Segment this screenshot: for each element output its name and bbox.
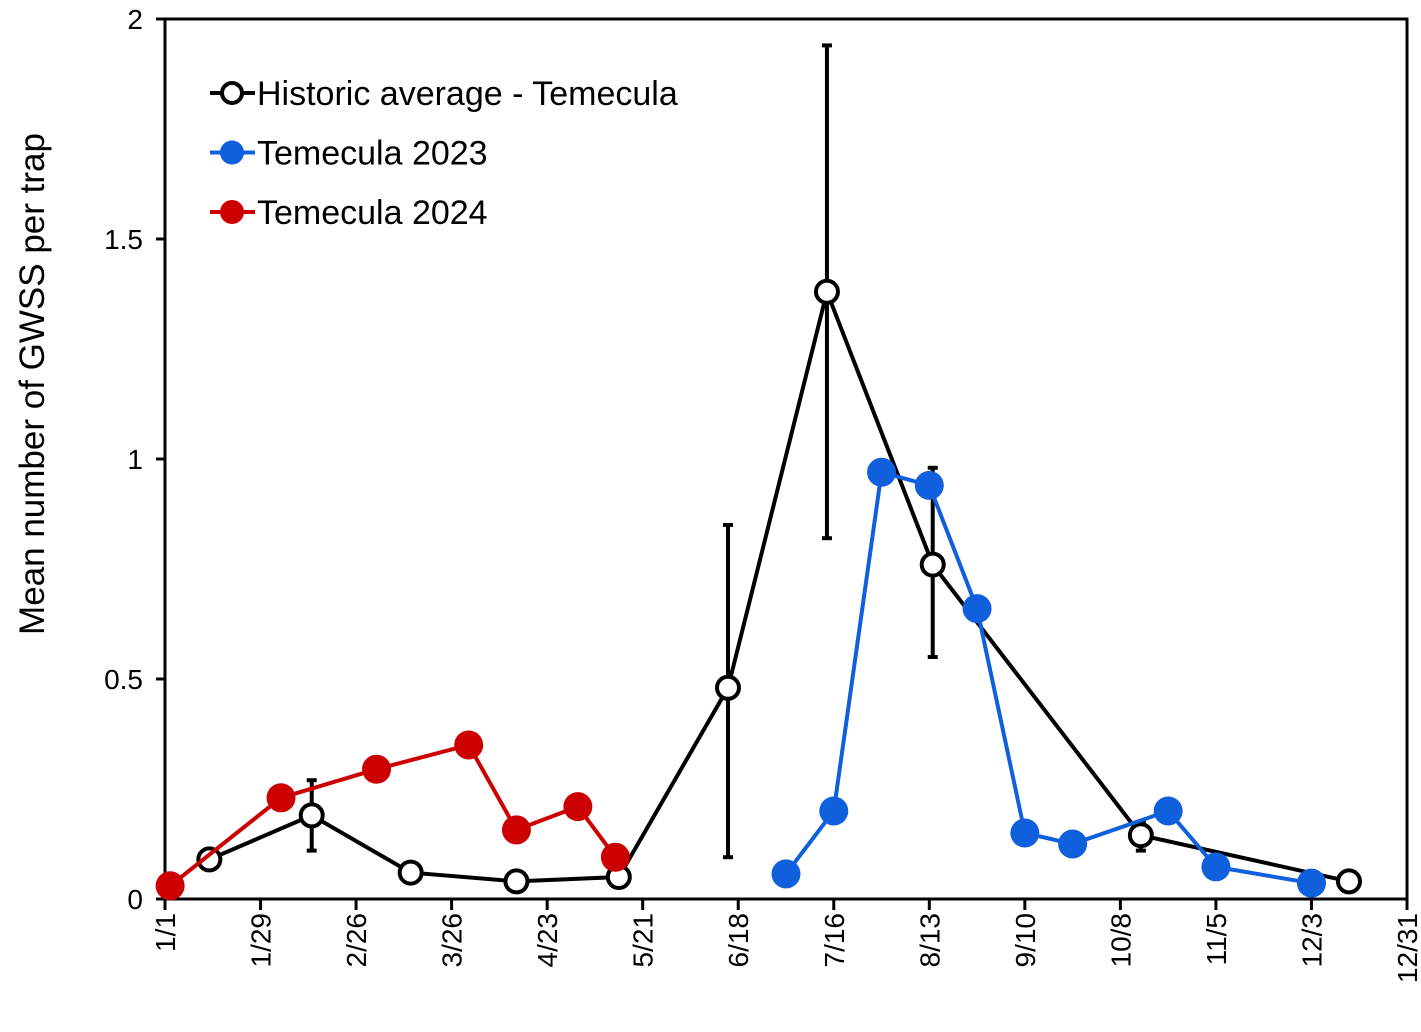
data-point [600, 842, 630, 872]
series-temecula-2023 [771, 457, 1326, 898]
x-tick-label: 2/26 [341, 913, 372, 968]
y-axis-label: Mean number of GWSS per trap [13, 133, 52, 635]
x-tick-label: 7/16 [819, 913, 850, 968]
data-point [155, 871, 185, 901]
data-point [919, 551, 946, 578]
y-tick-label: 0.5 [104, 664, 143, 695]
x-tick-label: 8/13 [914, 913, 945, 968]
x-tick-label: 10/8 [1105, 913, 1136, 968]
data-point [1127, 822, 1154, 849]
y-tick-label: 0 [127, 884, 143, 915]
x-tick-label: 4/23 [532, 913, 563, 968]
data-point [1335, 868, 1362, 895]
legend-marker [220, 81, 244, 105]
data-point [397, 859, 424, 886]
y-tick-label: 2 [127, 4, 143, 35]
data-point [563, 792, 593, 822]
legend-entry: Historic average - Temecula [210, 75, 678, 113]
legend-entry: Temecula 2023 [210, 135, 488, 173]
data-point [1153, 796, 1183, 826]
legend-label: Temecula 2023 [257, 135, 488, 173]
legend-marker [220, 140, 244, 165]
series-line [208, 285, 1350, 884]
data-point [962, 594, 992, 624]
legend-marker [220, 200, 244, 224]
data-point [1010, 818, 1040, 848]
data-point [813, 278, 840, 305]
series-marks [155, 43, 1362, 901]
series-temecula-2024 [155, 730, 630, 901]
data-point [771, 859, 801, 889]
data-point [503, 868, 530, 895]
x-tick-label: 3/26 [437, 913, 468, 968]
data-point [1201, 852, 1231, 882]
x-tick-label: 1/1 [150, 913, 181, 952]
legend: Historic average - Temecula Temecula 2023… [210, 75, 678, 232]
x-tick-label: 5/21 [628, 913, 659, 968]
y-tick-label: 1 [127, 444, 143, 475]
legend-label: Historic average - Temecula [257, 75, 678, 113]
x-tick-label: 9/10 [1010, 913, 1041, 968]
data-point [1296, 868, 1326, 898]
x-tick-label: 1/29 [246, 913, 277, 968]
legend-label: Temecula 2024 [257, 194, 488, 232]
x-tick-label: 11/5 [1201, 913, 1232, 965]
data-point [362, 754, 392, 784]
data-point [714, 674, 741, 701]
data-point [867, 457, 897, 487]
x-tick-label: 6/18 [723, 913, 754, 968]
series-line [784, 469, 1312, 886]
axes: 0 0.5 1 1.5 2 1/1 1/29 2/26 3/26 4/23 5/21 6/18 7/16… [104, 4, 1421, 983]
data-point [454, 730, 484, 760]
data-point [266, 783, 296, 813]
legend-entry: Temecula 2024 [210, 194, 488, 232]
data-point [1058, 829, 1088, 859]
x-tick-label: 12/3 [1296, 913, 1327, 968]
series-line [168, 742, 618, 888]
data-point [819, 796, 849, 826]
data-point [298, 802, 325, 829]
y-tick-label: 1.5 [104, 224, 143, 255]
data-point [196, 846, 223, 873]
x-tick-label: 12/31 [1392, 913, 1421, 983]
data-point [501, 815, 531, 845]
data-point [914, 470, 944, 500]
